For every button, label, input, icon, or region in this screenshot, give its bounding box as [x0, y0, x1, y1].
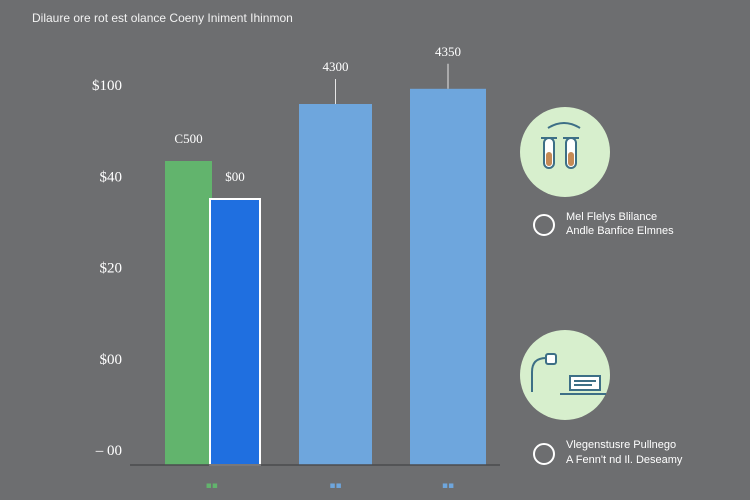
- y-tick-label: $20: [100, 261, 123, 277]
- legend-label-2-line2: A Fenn't nd Il. Deseamy: [566, 454, 683, 466]
- legend-item-1: Mel Flelys Blilance Andle Banfice Elmnes: [520, 107, 674, 237]
- legend-label-1-line2: Andle Banfice Elmnes: [566, 225, 674, 237]
- legend: Mel Flelys Blilance Andle Banfice Elmnes…: [520, 107, 683, 466]
- y-tick-label: $00: [100, 352, 123, 368]
- bar[interactable]: [209, 198, 261, 466]
- legend-label-2-line1: Vlegenstusre Pullnego: [566, 439, 676, 451]
- bar-value-label: C500: [174, 131, 202, 146]
- y-axis: – 00 $00 $20 $40 $100: [92, 78, 122, 459]
- x-tick-label: ▪▪: [329, 481, 341, 491]
- bars: C500 $00 4300 4350: [165, 44, 486, 466]
- bar-value-label: 4300: [323, 59, 349, 74]
- test-tubes-icon: [541, 122, 581, 169]
- y-tick-label: $40: [100, 169, 123, 185]
- bar[interactable]: [410, 88, 486, 466]
- laptop-icon: [531, 353, 606, 395]
- legend-circle-2: [520, 330, 610, 420]
- y-tick-label: $100: [92, 78, 122, 94]
- bar[interactable]: [299, 104, 372, 465]
- x-tick-label: ▪▪: [442, 481, 454, 491]
- x-axis: ▪▪ ▪▪ ▪▪: [206, 481, 454, 491]
- bar-value-label: 4350: [435, 44, 461, 59]
- legend-radio-1[interactable]: [533, 214, 555, 236]
- x-tick-label: ▪▪: [206, 481, 218, 491]
- y-tick-label: – 00: [95, 443, 122, 459]
- legend-radio-2[interactable]: [533, 443, 555, 465]
- bar-value-label: $00: [225, 169, 245, 184]
- legend-item-2: Vlegenstusre Pullnego A Fenn't nd Il. De…: [520, 330, 683, 466]
- legend-label-1-line1: Mel Flelys Blilance: [566, 211, 657, 223]
- chart-title: Dilaure ore rot est olance Coeny Iniment…: [32, 11, 293, 25]
- bar[interactable]: [165, 161, 212, 465]
